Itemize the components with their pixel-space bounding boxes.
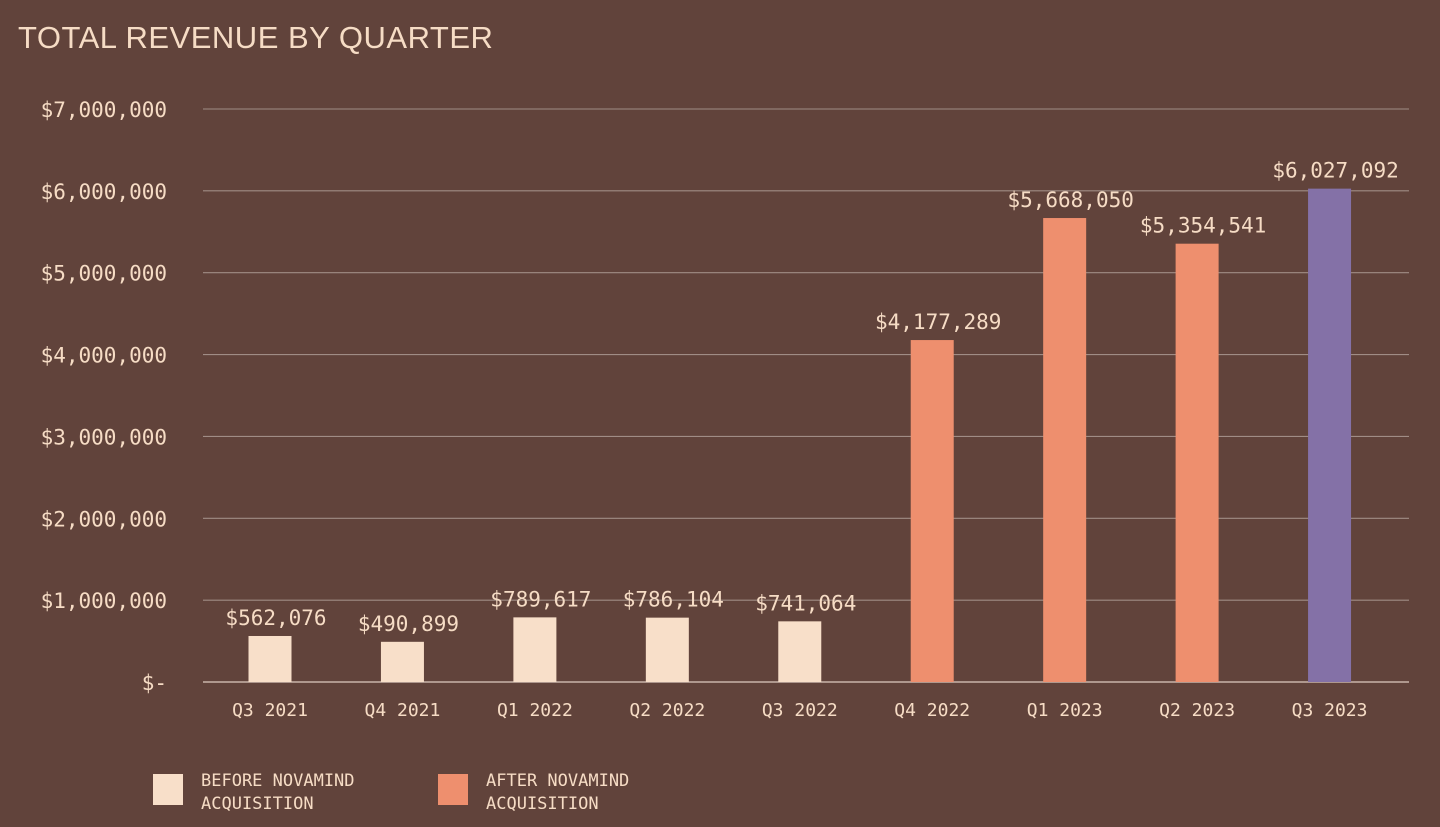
bar — [380, 641, 424, 682]
x-tick-label: Q4 2022 — [894, 700, 970, 721]
y-tick-label: $6,000,000 — [41, 180, 167, 204]
bar-value-label: $786,104 — [623, 588, 724, 612]
y-tick-label: $7,000,000 — [41, 98, 167, 122]
x-tick-label: Q3 2023 — [1292, 700, 1368, 721]
bar — [1175, 243, 1219, 682]
bar-value-label: $6,027,092 — [1272, 159, 1398, 183]
bar — [1043, 218, 1087, 683]
bar-value-label: $5,668,050 — [1007, 188, 1133, 212]
bar-value-label: $4,177,289 — [875, 310, 1001, 334]
legend: BEFORE NOVAMIND ACQUISITION AFTER NOVAMI… — [153, 770, 723, 816]
bar — [778, 621, 822, 682]
legend-label-before: BEFORE NOVAMIND ACQUISITION — [201, 771, 355, 814]
x-tick-label: Q1 2023 — [1027, 700, 1103, 721]
x-tick-label: Q2 2022 — [629, 700, 705, 721]
y-tick-label: $- — [142, 671, 167, 695]
bar — [645, 617, 689, 682]
bar — [910, 340, 954, 682]
bar-value-label: $490,899 — [358, 612, 459, 636]
legend-item-after: AFTER NOVAMIND ACQUISITION — [438, 770, 701, 816]
bar-chart: $- $1,000,000 $2,000,000 $3,000,000 $4,000,0… — [41, 98, 1409, 721]
bar-value-label: $562,076 — [225, 606, 326, 630]
bar-value-label: $789,617 — [490, 587, 591, 611]
legend-swatch-after — [438, 774, 468, 805]
bar — [1308, 188, 1352, 682]
x-tick-label: Q4 2021 — [365, 700, 441, 721]
legend-item-before: BEFORE NOVAMIND ACQUISITION — [153, 770, 416, 816]
x-tick-label: Q2 2023 — [1159, 700, 1235, 721]
x-tick-label: Q1 2022 — [497, 700, 573, 721]
legend-swatch-before — [153, 774, 183, 805]
bar-value-label: $741,064 — [755, 591, 856, 615]
y-tick-label: $1,000,000 — [41, 589, 167, 613]
bars — [248, 188, 1352, 683]
x-tick-label: Q3 2021 — [232, 700, 308, 721]
y-tick-label: $3,000,000 — [41, 425, 167, 449]
x-axis-tick-labels: Q3 2021 Q4 2021 Q1 2022 Q2 2022 Q3 2022 Q4 20… — [232, 700, 1367, 721]
bar — [248, 635, 292, 682]
legend-label-after: AFTER NOVAMIND ACQUISITION — [486, 771, 630, 814]
x-tick-label: Q3 2022 — [762, 700, 838, 721]
y-tick-label: $4,000,000 — [41, 344, 167, 368]
bar-value-label: $5,354,541 — [1140, 214, 1266, 238]
chart-title: TOTAL REVENUE BY QUARTER — [18, 20, 494, 55]
y-axis-tick-labels: $- $1,000,000 $2,000,000 $3,000,000 $4,000,0… — [41, 98, 167, 695]
bar — [513, 617, 557, 682]
bar-value-labels: $562,076 $490,899 $789,617 $786,104 $741,064… — [225, 159, 1398, 636]
y-tick-label: $5,000,000 — [41, 262, 167, 286]
y-tick-label: $2,000,000 — [41, 507, 167, 531]
